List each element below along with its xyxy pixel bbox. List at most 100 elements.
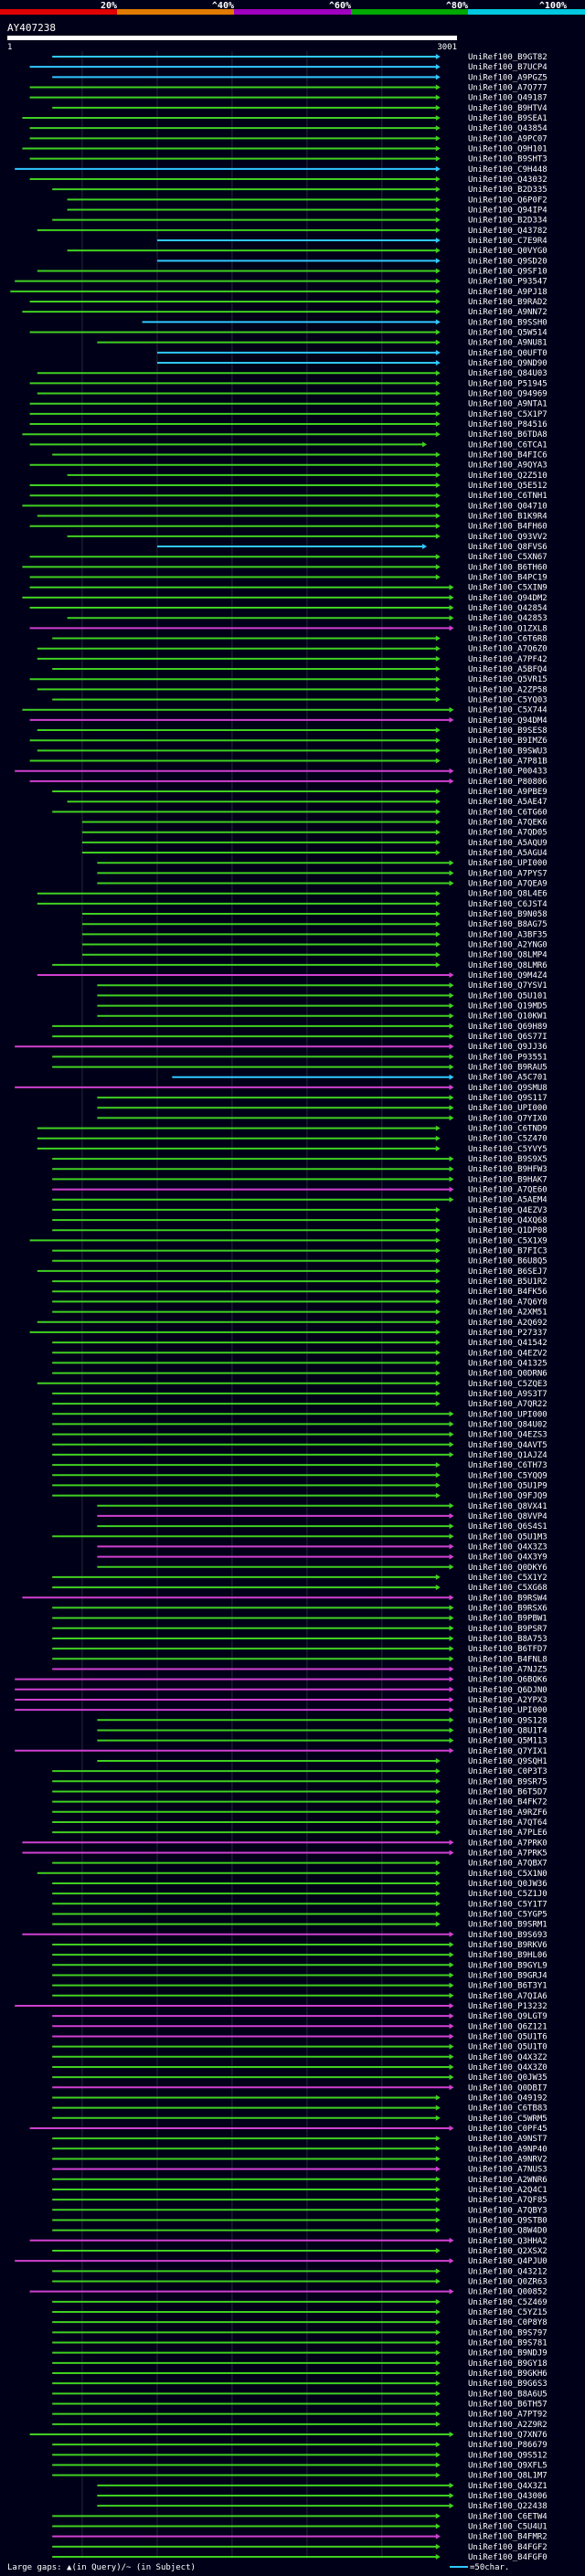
hit-row[interactable]: UniRef100_Q7XN76 xyxy=(29,2431,548,2440)
hit-row[interactable]: UniRef100_UPI000 xyxy=(15,1706,548,1715)
hit-row[interactable]: UniRef100_A7PRK5 xyxy=(22,1849,548,1858)
hit-label[interactable]: UniRef100_C5Z470 xyxy=(468,1135,548,1144)
hit-row[interactable]: UniRef100_C6JST4 xyxy=(37,900,548,909)
hit-label[interactable]: UniRef100_Q0UFT0 xyxy=(468,349,548,358)
hit-label[interactable]: UniRef100_Q4AVT5 xyxy=(468,1441,548,1450)
hit-row[interactable]: UniRef100_Q19MD5 xyxy=(97,1002,548,1012)
hit-row[interactable]: UniRef100_UPI000 xyxy=(97,859,548,868)
hit-row[interactable]: UniRef100_B9NDJ9 xyxy=(52,2349,548,2359)
hit-label[interactable]: UniRef100_Q7YSV1 xyxy=(468,981,548,991)
hit-row[interactable]: UniRef100_P93547 xyxy=(15,278,548,287)
hit-label[interactable]: UniRef100_B4FGF0 xyxy=(468,2553,548,2562)
hit-row[interactable]: UniRef100_Q8FVS6 xyxy=(156,543,548,552)
hit-row[interactable]: UniRef100_Q7YSV1 xyxy=(97,981,548,991)
hit-label[interactable]: UniRef100_B6SEJ7 xyxy=(468,1267,548,1277)
hit-label[interactable]: UniRef100_C5XN67 xyxy=(468,553,548,562)
hit-label[interactable]: UniRef100_Q6Z121 xyxy=(468,2022,548,2031)
hit-label[interactable]: UniRef100_B7UCP4 xyxy=(468,63,548,72)
hit-row[interactable]: UniRef100_Q0DKY6 xyxy=(97,1564,548,1573)
hit-row[interactable]: UniRef100_Q6S4S1 xyxy=(97,1522,548,1532)
hit-row[interactable]: UniRef100_C0P8Y8 xyxy=(52,2318,548,2327)
hit-row[interactable]: UniRef100_C5Z469 xyxy=(52,2298,548,2307)
hit-row[interactable]: UniRef100_Q8LMP4 xyxy=(81,951,548,960)
hit-row[interactable]: UniRef100_C5X1Y2 xyxy=(52,1574,548,1583)
hit-label[interactable]: UniRef100_Q9S512 xyxy=(468,2451,548,2460)
hit-label[interactable]: UniRef100_Q1AJZ4 xyxy=(468,1451,548,1460)
hit-row[interactable]: UniRef100_B9S9X5 xyxy=(52,1155,548,1164)
hit-label[interactable]: UniRef100_Q9M4Z4 xyxy=(468,971,548,981)
hit-label[interactable]: UniRef100_B4FK72 xyxy=(468,1798,548,1807)
hit-label[interactable]: UniRef100_C6JST4 xyxy=(468,900,548,909)
hit-row[interactable]: UniRef100_A9NP40 xyxy=(52,2145,548,2154)
hit-label[interactable]: UniRef100_Q4X3Z2 xyxy=(468,2053,548,2062)
hit-label[interactable]: UniRef100_C5X1P7 xyxy=(468,410,548,419)
hit-row[interactable]: UniRef100_A5BFQ4 xyxy=(52,665,548,674)
hit-row[interactable]: UniRef100_A7Q6Y8 xyxy=(52,1298,548,1307)
hit-label[interactable]: UniRef100_C5Z469 xyxy=(468,2298,548,2307)
hit-label[interactable]: UniRef100_A2Z9R2 xyxy=(468,2421,548,2430)
hit-row[interactable]: UniRef100_C5XG68 xyxy=(52,1584,548,1593)
hit-label[interactable]: UniRef100_Q9SD20 xyxy=(468,257,548,266)
hit-label[interactable]: UniRef100_A2Q692 xyxy=(468,1319,548,1328)
hit-label[interactable]: UniRef100_B8AG75 xyxy=(468,920,548,929)
hit-row[interactable]: UniRef100_Q49192 xyxy=(52,2094,548,2103)
hit-label[interactable]: UniRef100_B6U8Q5 xyxy=(468,1257,548,1267)
hit-label[interactable]: UniRef100_B6TH60 xyxy=(468,563,548,572)
hit-row[interactable]: UniRef100_Q43212 xyxy=(52,2267,548,2276)
hit-label[interactable]: UniRef100_B2D334 xyxy=(468,217,548,226)
hit-row[interactable]: UniRef100_C6TG60 xyxy=(52,808,548,817)
hit-row[interactable]: UniRef100_C5X744 xyxy=(22,706,548,716)
hit-label[interactable]: UniRef100_Q8LMP4 xyxy=(468,951,548,960)
hit-row[interactable]: UniRef100_C5YVY5 xyxy=(37,1145,548,1154)
hit-label[interactable]: UniRef100_B1K9R4 xyxy=(468,513,548,522)
hit-row[interactable]: UniRef100_Q5E512 xyxy=(29,482,548,491)
hit-row[interactable]: UniRef100_A7QIA6 xyxy=(52,1992,548,2001)
hit-label[interactable]: UniRef100_Q4X3Z1 xyxy=(468,2482,548,2491)
hit-row[interactable]: UniRef100_A5AE47 xyxy=(67,798,548,807)
hit-row[interactable]: UniRef100_Q9S512 xyxy=(52,2451,548,2460)
hit-row[interactable]: UniRef100_A9PJ18 xyxy=(10,288,548,297)
hit-row[interactable]: UniRef100_A9RZF6 xyxy=(52,1808,548,1818)
hit-row[interactable]: UniRef100_Q4X3Z2 xyxy=(52,2053,548,2062)
hit-label[interactable]: UniRef100_Q8VVP4 xyxy=(468,1512,548,1521)
hit-row[interactable]: UniRef100_Q00852 xyxy=(29,2288,548,2297)
hit-label[interactable]: UniRef100_B9GYL9 xyxy=(468,1961,548,1970)
hit-row[interactable]: UniRef100_B9SEA1 xyxy=(22,114,548,123)
hit-row[interactable]: UniRef100_A9S3T7 xyxy=(52,1390,548,1399)
hit-label[interactable]: UniRef100_B8A753 xyxy=(468,1635,548,1644)
hit-row[interactable]: UniRef100_Q5W514 xyxy=(29,329,548,338)
hit-label[interactable]: UniRef100_A7PT92 xyxy=(468,2411,548,2420)
hit-label[interactable]: UniRef100_C6TNH1 xyxy=(468,492,548,501)
hit-row[interactable]: UniRef100_Q7YIX1 xyxy=(15,1747,548,1756)
hit-row[interactable]: UniRef100_Q5U1P9 xyxy=(52,1481,548,1490)
hit-row[interactable]: UniRef100_Q8L1M7 xyxy=(52,2472,548,2481)
hit-label[interactable]: UniRef100_Q43782 xyxy=(468,227,548,236)
hit-row[interactable]: UniRef100_Q4X3Z0 xyxy=(52,2063,548,2072)
hit-label[interactable]: UniRef100_Q7XN76 xyxy=(468,2431,548,2440)
hit-label[interactable]: UniRef100_B6TH57 xyxy=(468,2400,548,2409)
hit-row[interactable]: UniRef100_P00433 xyxy=(15,768,548,777)
hit-row[interactable]: UniRef100_A7PLE6 xyxy=(52,1829,548,1838)
hit-label[interactable]: UniRef100_Q8VX41 xyxy=(468,1502,548,1511)
hit-row[interactable]: UniRef100_B9SWU3 xyxy=(37,747,548,756)
hit-row[interactable]: UniRef100_B6U8Q5 xyxy=(52,1257,548,1267)
hit-row[interactable]: UniRef100_B2D334 xyxy=(52,217,548,226)
hit-row[interactable]: UniRef100_C5X1N0 xyxy=(37,1870,548,1879)
hit-label[interactable]: UniRef100_Q94IP4 xyxy=(468,207,548,216)
hit-label[interactable]: UniRef100_A9RZF6 xyxy=(468,1808,548,1818)
hit-label[interactable]: UniRef100_UPI000 xyxy=(468,1706,548,1715)
hit-row[interactable]: UniRef100_Q6BQK6 xyxy=(15,1676,548,1685)
hit-label[interactable]: UniRef100_P00433 xyxy=(468,768,548,777)
hit-label[interactable]: UniRef100_A7Q6Y8 xyxy=(468,1298,548,1307)
hit-label[interactable]: UniRef100_A2ZP58 xyxy=(468,685,548,694)
hit-row[interactable]: UniRef100_Q5VR15 xyxy=(29,675,548,684)
hit-label[interactable]: UniRef100_A5AGU4 xyxy=(468,849,548,858)
hit-row[interactable]: UniRef100_Q4PJU0 xyxy=(15,2257,548,2266)
hit-label[interactable]: UniRef100_A7QR22 xyxy=(468,1400,548,1409)
hit-row[interactable]: UniRef100_Q69H89 xyxy=(52,1023,548,1032)
hit-row[interactable]: UniRef100_B4FK72 xyxy=(52,1798,548,1807)
hit-row[interactable]: UniRef100_A7Q6Z0 xyxy=(37,645,548,654)
hit-row[interactable]: UniRef100_A7NUS3 xyxy=(52,2166,548,2175)
hit-label[interactable]: UniRef100_B9NDJ9 xyxy=(468,2349,548,2359)
hit-label[interactable]: UniRef100_Q1ZXL8 xyxy=(468,624,548,633)
